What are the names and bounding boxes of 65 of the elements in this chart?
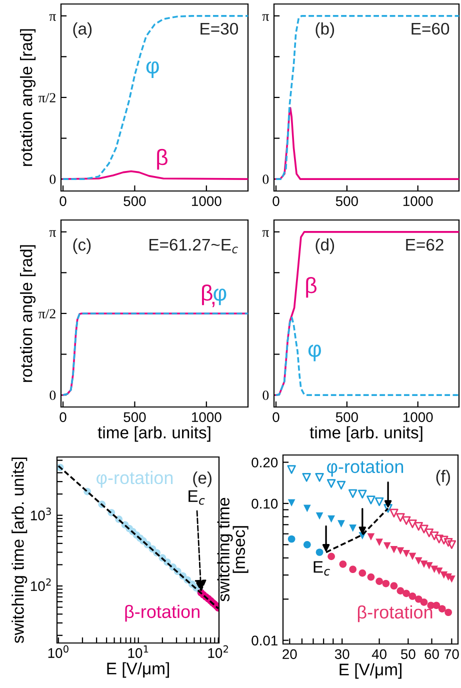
x-axis-title: E [V/μm] <box>340 663 402 679</box>
x-tick-label: 1000 <box>403 196 433 206</box>
y-tick-label: π/2 <box>38 93 56 102</box>
y-tick-label: 10$^{2}$ <box>30 578 51 592</box>
annotation: E=30 <box>200 22 238 35</box>
x-tick-label: 10$^{1}$ <box>128 645 148 658</box>
y-tick-label: π <box>262 14 269 21</box>
series-label: β-rotation <box>125 604 200 622</box>
x-tick-label: 500 <box>124 412 146 422</box>
series-label: φ <box>308 344 321 362</box>
y-tick-label: π/2 <box>38 309 56 318</box>
x-axis-title: time [arb. units] <box>98 426 210 442</box>
series-label: φ <box>214 288 226 306</box>
y-tick-label: 10$^{3}$ <box>30 508 51 520</box>
x-tick-label: 1000 <box>192 412 222 422</box>
x-tick-label: 20 <box>282 649 297 660</box>
x-tick-label: 30 <box>334 649 350 660</box>
annotation: (a) <box>73 22 92 38</box>
series-label: β <box>306 276 317 298</box>
annotation: E=60 <box>412 22 450 35</box>
x-axis-title: time [arb. units] <box>310 426 422 442</box>
series-label: β <box>157 148 168 170</box>
y-tick-label: 0 <box>262 390 269 400</box>
annotation: E=61.27~E$_{c}$ <box>150 238 238 254</box>
y-tick-label: 0.01 <box>252 636 278 646</box>
series-label: φ-rotation <box>327 460 404 477</box>
x-tick-label: 0 <box>60 196 66 206</box>
annotation: (f) <box>436 470 450 486</box>
series-label: φ-rotation <box>96 470 173 488</box>
x-tick-label: 1000 <box>192 196 222 206</box>
y-tick-label: 0 <box>50 174 56 184</box>
y-tick-label: π <box>49 230 56 237</box>
series-label: φ <box>146 61 159 78</box>
x-tick-label: 500 <box>124 196 146 206</box>
annotation: (e) <box>193 472 212 488</box>
y-tick-label: 0.10 <box>252 498 278 509</box>
x-tick-label: 1000 <box>403 412 433 422</box>
annotation: (b) <box>316 22 334 38</box>
y-axis-title: rotation angle [rad] <box>20 29 36 166</box>
x-tick-label: 500 <box>336 196 358 206</box>
annotation: (d) <box>316 238 334 254</box>
y-axis-title: switching time [msec] <box>217 498 248 602</box>
x-tick-label: 10$^{2}$ <box>208 645 228 658</box>
y-tick-label: π <box>262 230 269 237</box>
x-tick-label: 0 <box>60 412 66 422</box>
y-tick-label: π <box>49 14 56 21</box>
annotation: E$_{c}$ <box>188 490 205 505</box>
annotation: , <box>212 302 214 308</box>
series-label: β-rotation <box>358 605 432 622</box>
x-tick-label: 10$^{0}$ <box>48 645 68 658</box>
series-label: β <box>202 284 212 306</box>
annotation: E=62 <box>406 238 444 251</box>
x-axis-title: E [V/μm] <box>107 662 169 678</box>
x-tick-label: 70 <box>444 649 459 660</box>
y-axis-title: switching time [arb. units] <box>12 458 28 644</box>
y-axis-title: rotation angle [rad] <box>20 245 36 382</box>
y-tick-label: 0.20 <box>252 458 278 468</box>
x-tick-label: 50 <box>400 649 416 660</box>
x-tick-label: 500 <box>336 412 358 422</box>
annotation: (c) <box>73 238 91 254</box>
y-tick-label: 0 <box>262 174 269 184</box>
annotation: E$_{c}$ <box>314 561 330 576</box>
x-tick-label: 60 <box>424 649 439 660</box>
x-tick-label: 40 <box>372 649 386 660</box>
y-tick-label: 0 <box>50 390 56 400</box>
